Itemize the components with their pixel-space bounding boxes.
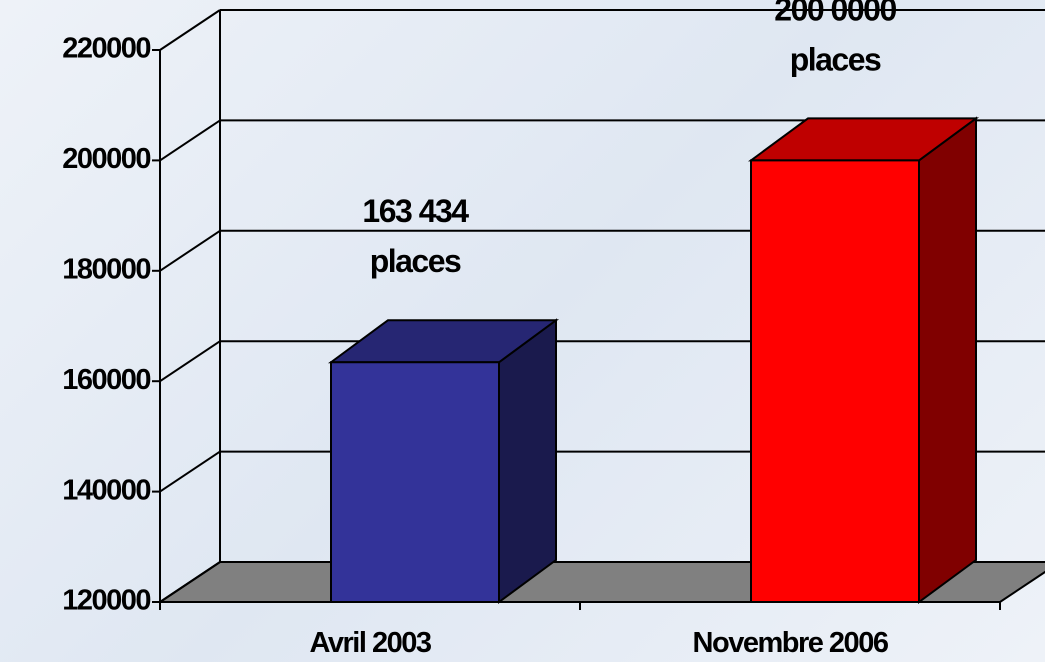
x-tick-label: Novembre 2006 bbox=[693, 627, 889, 659]
value-label: 200 0000 bbox=[774, 0, 896, 27]
bar bbox=[747, 116, 980, 604]
grid-line bbox=[159, 340, 221, 383]
y-tick-label: 180000 bbox=[62, 253, 150, 285]
bar-front bbox=[750, 159, 920, 603]
grid-line bbox=[159, 450, 221, 493]
y-tick-label: 160000 bbox=[62, 364, 150, 396]
grid-line bbox=[159, 119, 221, 162]
value-label: places bbox=[370, 243, 461, 279]
y-tick-label: 120000 bbox=[62, 585, 150, 617]
y-tick-label: 220000 bbox=[62, 33, 150, 65]
bar-front bbox=[330, 361, 500, 603]
y-tick-label: 200000 bbox=[62, 143, 150, 175]
bar bbox=[327, 318, 560, 604]
grid-line bbox=[159, 561, 221, 603]
grid-line bbox=[159, 229, 221, 272]
value-label: 163 434 bbox=[362, 193, 469, 229]
grid-line bbox=[159, 9, 221, 51]
x-tick-label: Avril 2003 bbox=[310, 627, 432, 659]
y-tick-label: 140000 bbox=[62, 474, 150, 506]
bar-side bbox=[918, 116, 977, 604]
bar-side bbox=[498, 318, 557, 604]
value-label: places bbox=[790, 41, 881, 77]
